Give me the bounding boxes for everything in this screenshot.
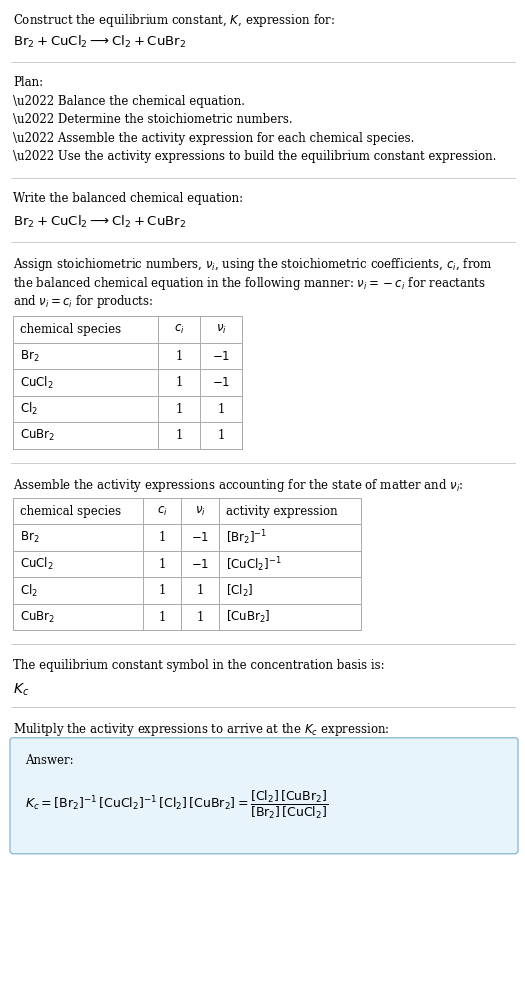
Text: Write the balanced chemical equation:: Write the balanced chemical equation: <box>13 192 243 205</box>
Text: 1: 1 <box>175 350 183 363</box>
Text: \u2022 Balance the chemical equation.: \u2022 Balance the chemical equation. <box>13 96 245 109</box>
Text: $c_i$: $c_i$ <box>156 505 167 518</box>
Text: $\mathrm{Br_2 + CuCl_2 \longrightarrow Cl_2 + CuBr_2}$: $\mathrm{Br_2 + CuCl_2 \longrightarrow C… <box>13 214 186 230</box>
Text: Construct the equilibrium constant, $K$, expression for:: Construct the equilibrium constant, $K$,… <box>13 12 335 29</box>
Text: $c_i$: $c_i$ <box>174 323 184 337</box>
FancyBboxPatch shape <box>10 738 518 854</box>
Text: $-1$: $-1$ <box>212 350 230 363</box>
Text: $\nu_i$: $\nu_i$ <box>195 505 205 518</box>
Text: Assemble the activity expressions accounting for the state of matter and $\nu_i$: Assemble the activity expressions accoun… <box>13 477 464 494</box>
Text: $\nu_i$: $\nu_i$ <box>216 323 226 337</box>
Text: $-1$: $-1$ <box>191 558 209 571</box>
Text: \u2022 Use the activity expressions to build the equilibrium constant expression: \u2022 Use the activity expressions to b… <box>13 150 496 163</box>
Text: $\mathrm{Br_2}$: $\mathrm{Br_2}$ <box>20 530 39 545</box>
Text: $K_c = [\mathrm{Br_2}]^{-1}\,[\mathrm{CuCl_2}]^{-1}\,[\mathrm{Cl_2}]\,[\mathrm{C: $K_c = [\mathrm{Br_2}]^{-1}\,[\mathrm{Cu… <box>25 789 328 821</box>
Text: $\mathrm{Cl_2}$: $\mathrm{Cl_2}$ <box>20 401 38 417</box>
Text: 1: 1 <box>217 429 225 442</box>
Text: $\mathrm{CuBr_2}$: $\mathrm{CuBr_2}$ <box>20 428 55 443</box>
Bar <box>13 317 242 449</box>
Text: 1: 1 <box>175 402 183 415</box>
Text: the balanced chemical equation in the following manner: $\nu_i = -c_i$ for react: the balanced chemical equation in the fo… <box>13 275 486 292</box>
Text: $\mathrm{CuCl_2}$: $\mathrm{CuCl_2}$ <box>20 374 54 390</box>
Text: 1: 1 <box>217 402 225 415</box>
Text: \u2022 Determine the stoichiometric numbers.: \u2022 Determine the stoichiometric numb… <box>13 114 292 126</box>
Text: $-1$: $-1$ <box>191 531 209 544</box>
Text: chemical species: chemical species <box>20 505 121 518</box>
Text: $[\mathrm{Br_2}]^{-1}$: $[\mathrm{Br_2}]^{-1}$ <box>226 529 267 547</box>
Text: $\mathrm{Cl_2}$: $\mathrm{Cl_2}$ <box>20 583 38 599</box>
Text: Mulitply the activity expressions to arrive at the $K_c$ expression:: Mulitply the activity expressions to arr… <box>13 721 390 738</box>
Text: Assign stoichiometric numbers, $\nu_i$, using the stoichiometric coefficients, $: Assign stoichiometric numbers, $\nu_i$, … <box>13 256 492 273</box>
Text: Answer:: Answer: <box>25 754 74 767</box>
Text: 1: 1 <box>159 585 166 598</box>
Text: $[\mathrm{Cl_2}]$: $[\mathrm{Cl_2}]$ <box>226 583 254 599</box>
Text: 1: 1 <box>159 531 166 544</box>
Text: $-1$: $-1$ <box>212 376 230 389</box>
Bar <box>13 498 361 630</box>
Text: 1: 1 <box>159 611 166 623</box>
Text: 1: 1 <box>159 558 166 571</box>
Text: 1: 1 <box>196 585 204 598</box>
Text: $\mathrm{Br_2}$: $\mathrm{Br_2}$ <box>20 349 39 364</box>
Text: The equilibrium constant symbol in the concentration basis is:: The equilibrium constant symbol in the c… <box>13 658 385 671</box>
Text: $K_c$: $K_c$ <box>13 681 29 697</box>
Text: $\mathrm{CuCl_2}$: $\mathrm{CuCl_2}$ <box>20 556 54 573</box>
Text: $[\mathrm{CuCl_2}]^{-1}$: $[\mathrm{CuCl_2}]^{-1}$ <box>226 555 281 574</box>
Text: activity expression: activity expression <box>226 505 338 518</box>
Text: 1: 1 <box>175 429 183 442</box>
Text: 1: 1 <box>196 611 204 623</box>
Text: $\mathrm{Br_2 + CuCl_2 \longrightarrow Cl_2 + CuBr_2}$: $\mathrm{Br_2 + CuCl_2 \longrightarrow C… <box>13 34 186 50</box>
Text: \u2022 Assemble the activity expression for each chemical species.: \u2022 Assemble the activity expression … <box>13 131 414 144</box>
Text: chemical species: chemical species <box>20 324 121 337</box>
Text: and $\nu_i = c_i$ for products:: and $\nu_i = c_i$ for products: <box>13 293 153 310</box>
Text: Plan:: Plan: <box>13 76 43 89</box>
Text: 1: 1 <box>175 376 183 389</box>
Text: $\mathrm{CuBr_2}$: $\mathrm{CuBr_2}$ <box>20 610 55 624</box>
Text: $[\mathrm{CuBr_2}]$: $[\mathrm{CuBr_2}]$ <box>226 610 270 625</box>
